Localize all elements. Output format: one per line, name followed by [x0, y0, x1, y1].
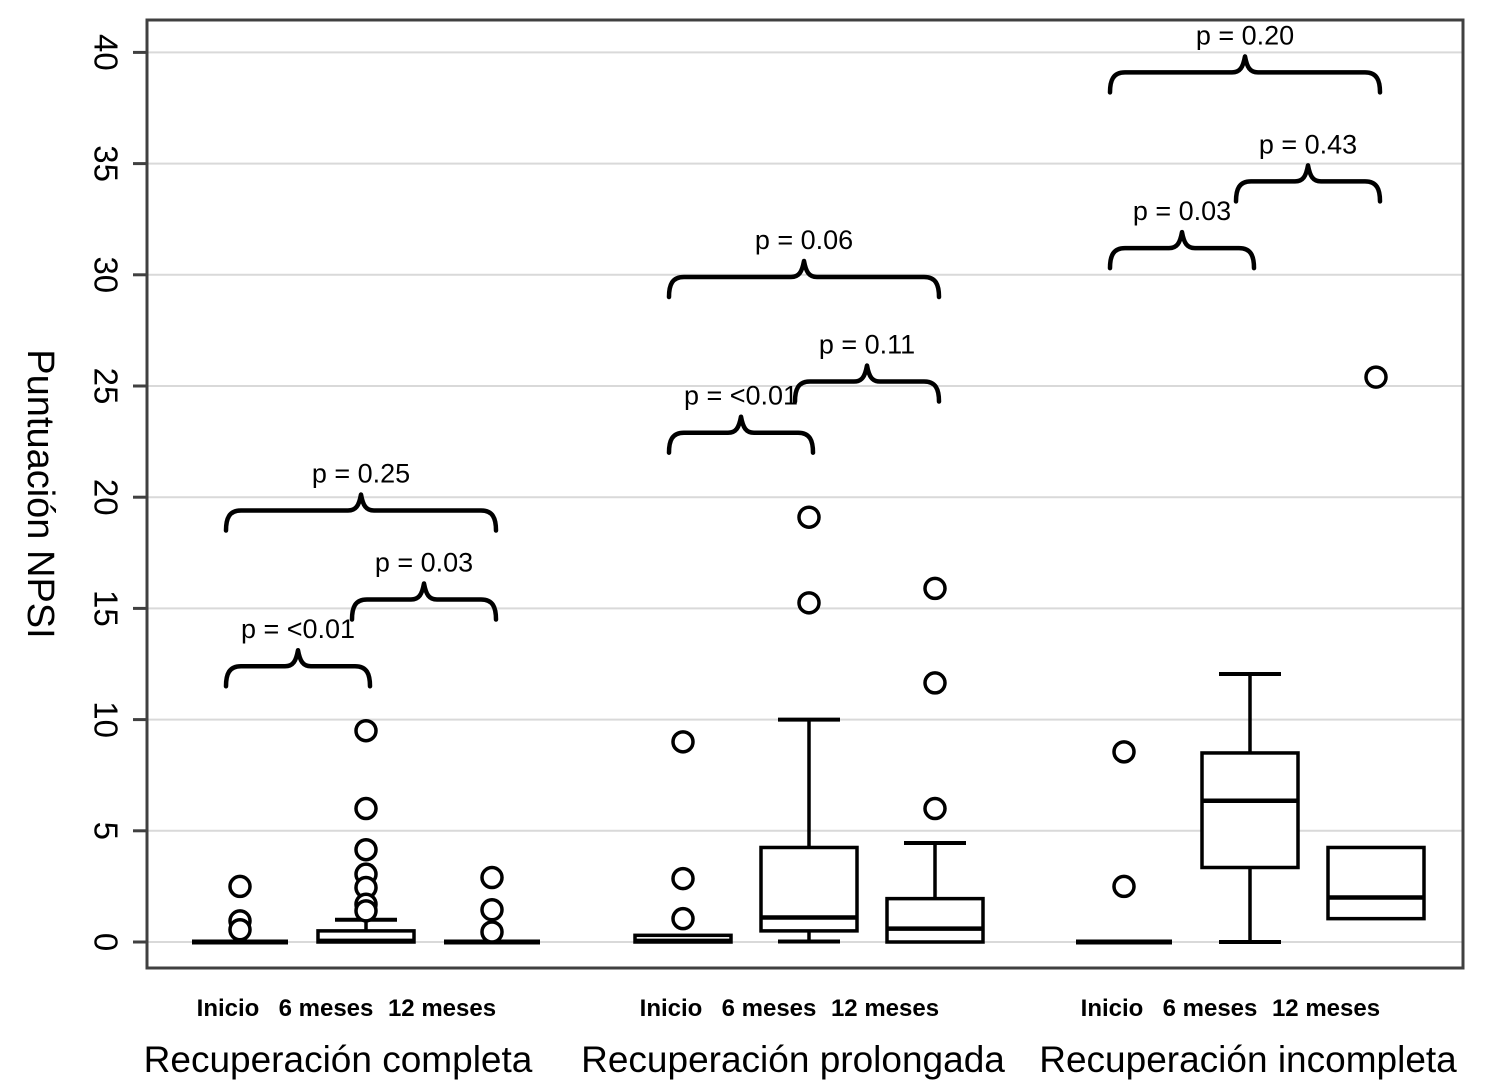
significance-bracket: [1107, 229, 1257, 271]
outlier-point: [228, 918, 252, 942]
plot-border: [145, 18, 1465, 970]
outlier-point: [228, 874, 252, 899]
p-value-label: p = <0.01: [684, 381, 798, 411]
x-tick-label-12-meses: 12 meses: [1272, 995, 1380, 1022]
significance-bracket: [223, 492, 499, 533]
significance-bracket: [1107, 54, 1383, 95]
y-tick-label: 30: [88, 256, 125, 293]
group-label: Recuperación completa: [144, 1039, 533, 1080]
y-tick-label: 25: [88, 368, 125, 405]
box-inicio-group1: [192, 874, 288, 945]
box-12-meses-group1: [444, 865, 540, 945]
significance-bracket: [349, 581, 499, 622]
outlier-point: [1364, 365, 1388, 389]
x-tick-label-12-meses: 12 meses: [831, 995, 939, 1022]
outlier-point: [671, 730, 695, 754]
x-tick-label-6-meses: 6 meses: [722, 995, 817, 1022]
iqr-box: [885, 896, 985, 944]
p-value-label: p = 0.25: [312, 459, 410, 489]
p-value-label: p = 0.03: [375, 548, 473, 578]
x-tick-label-inicio: Inicio: [197, 995, 260, 1022]
x-tick-label-6-meses: 6 meses: [279, 995, 374, 1022]
box-12-meses-group3: [1326, 365, 1426, 921]
outlier-point: [354, 796, 378, 821]
x-tick-label-6-meses: 6 meses: [1163, 995, 1258, 1022]
outlier-point: [480, 898, 504, 922]
y-tick-label: 20: [88, 479, 125, 516]
outlier-point: [480, 865, 504, 890]
outlier-point: [797, 505, 821, 529]
group-label: Recuperación incompleta: [1039, 1039, 1457, 1080]
p-value-label: p = 0.43: [1259, 129, 1357, 159]
significance-bracket: [223, 647, 373, 689]
significance-bracket: [666, 258, 942, 300]
outlier-point: [354, 718, 378, 743]
outlier-point: [923, 576, 947, 601]
significance-bracket: [792, 363, 942, 404]
x-tick-label-inicio: Inicio: [640, 995, 703, 1022]
box-6-meses-group3: [1200, 672, 1300, 944]
x-tick-label-inicio: Inicio: [1081, 995, 1144, 1022]
p-value-label: p = <0.01: [241, 614, 355, 644]
box-6-meses-group2: [759, 505, 859, 944]
outlier-point: [354, 837, 378, 862]
iqr-box: [1326, 845, 1426, 921]
outlier-point: [671, 866, 695, 891]
box-12-meses-group2: [885, 576, 985, 944]
outlier-point: [923, 796, 947, 821]
iqr-box: [1200, 751, 1300, 870]
box-6-meses-group1: [316, 718, 416, 944]
p-value-label: p = 0.06: [755, 225, 853, 255]
y-tick-label: 35: [88, 145, 125, 182]
outlier-point: [354, 899, 378, 923]
outlier-point: [480, 920, 504, 944]
y-axis-title: Puntuación NPSI: [19, 349, 61, 638]
y-tick-label: 40: [88, 34, 125, 71]
outlier-point: [671, 906, 695, 931]
y-tick-label: 0: [88, 933, 125, 951]
outlier-point: [797, 591, 821, 615]
p-value-label: p = 0.03: [1133, 196, 1231, 226]
p-value-label: p = 0.11: [819, 330, 915, 360]
significance-bracket: [666, 414, 816, 455]
group-label: Recuperación prolongada: [581, 1039, 1005, 1080]
outlier-point: [1112, 740, 1136, 764]
significance-bracket: [1233, 163, 1383, 204]
x-tick-label-12-meses: 12 meses: [388, 995, 496, 1022]
outlier-point: [923, 671, 947, 695]
y-tick-label: 15: [88, 590, 125, 627]
box-inicio-group2: [633, 730, 733, 944]
outlier-point: [1112, 874, 1136, 899]
y-tick-label: 10: [88, 701, 125, 738]
p-value-label: p = 0.20: [1196, 20, 1294, 50]
y-tick-label: 5: [88, 822, 125, 840]
box-inicio-group3: [1076, 740, 1172, 945]
